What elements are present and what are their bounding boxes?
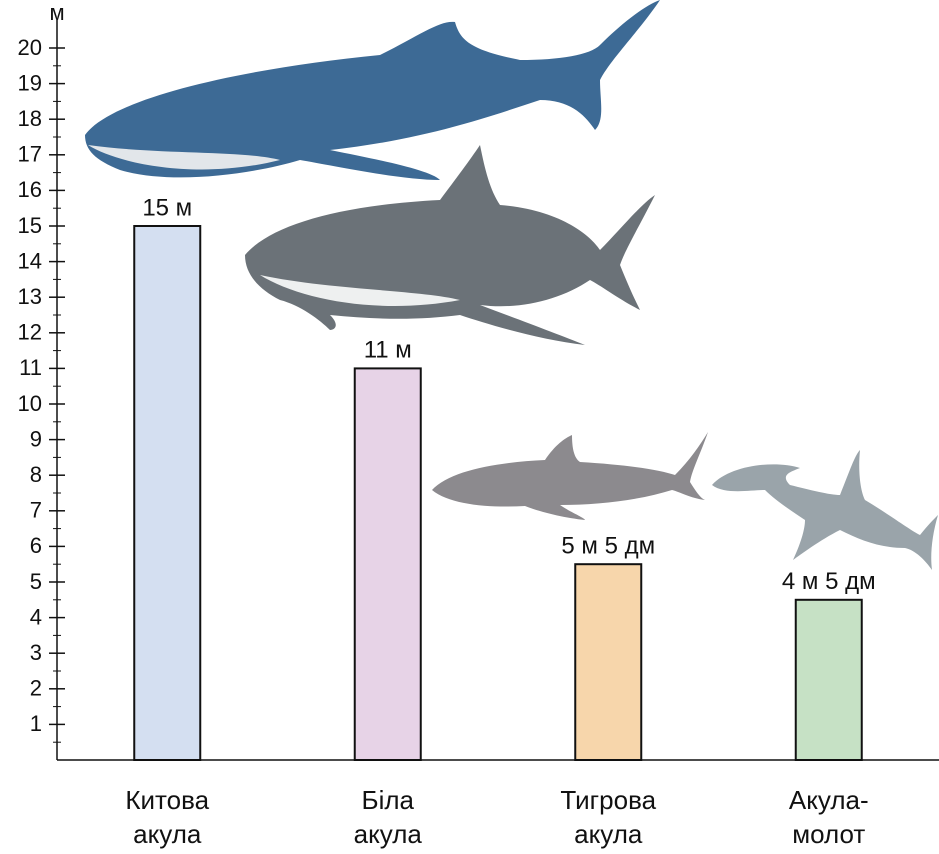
y-tick-label: 14 [18, 248, 42, 273]
x-tick-label: Тигрова [560, 785, 656, 815]
y-tick-label: 4 [30, 604, 42, 629]
y-tick-label: 19 [18, 70, 42, 95]
y-tick-label: 9 [30, 426, 42, 451]
y-tick-label: 13 [18, 284, 42, 309]
x-tick-label: акула [133, 819, 202, 849]
y-tick-label: 16 [18, 177, 42, 202]
bar [574, 563, 643, 762]
y-tick-label: 6 [30, 533, 42, 558]
y-tick-label: 5 [30, 569, 42, 594]
whale-shark-illustration [85, 0, 660, 180]
y-tick-label: 15 [18, 213, 42, 238]
y-tick-label: 20 [18, 35, 42, 60]
y-tick-label: 10 [18, 391, 42, 416]
x-tick-label: Біла [362, 785, 415, 815]
value-label: 11 м [364, 337, 412, 364]
bars [133, 225, 863, 762]
y-tick-label: 8 [30, 462, 42, 487]
y-axis-label: м [49, 0, 64, 25]
y-tick-label: 2 [30, 676, 42, 701]
value-label: 4 м 5 дм [782, 568, 876, 595]
x-tick-label: акула [574, 819, 643, 849]
y-tick-label: 1 [30, 711, 42, 736]
y-tick-label: 18 [18, 106, 42, 131]
hammerhead-illustration [712, 450, 938, 570]
bar [133, 225, 202, 761]
tiger-shark-illustration [432, 432, 708, 520]
bar [353, 367, 422, 761]
y-tick-label: 3 [30, 640, 42, 665]
value-label: 5 м 5 дм [561, 533, 655, 560]
bar [794, 598, 863, 761]
x-tick-label: молот [792, 819, 865, 849]
y-tick-label: 11 [19, 355, 42, 380]
x-tick-label: акула [354, 819, 423, 849]
x-tick-label: Акула- [789, 785, 869, 815]
y-tick-label: 17 [18, 142, 42, 167]
x-tick-label: Китова [125, 785, 209, 815]
y-tick-label: 7 [30, 498, 42, 523]
value-label: 15 м [142, 194, 192, 221]
great-white-illustration [245, 145, 655, 345]
y-tick-label: 12 [18, 320, 42, 345]
